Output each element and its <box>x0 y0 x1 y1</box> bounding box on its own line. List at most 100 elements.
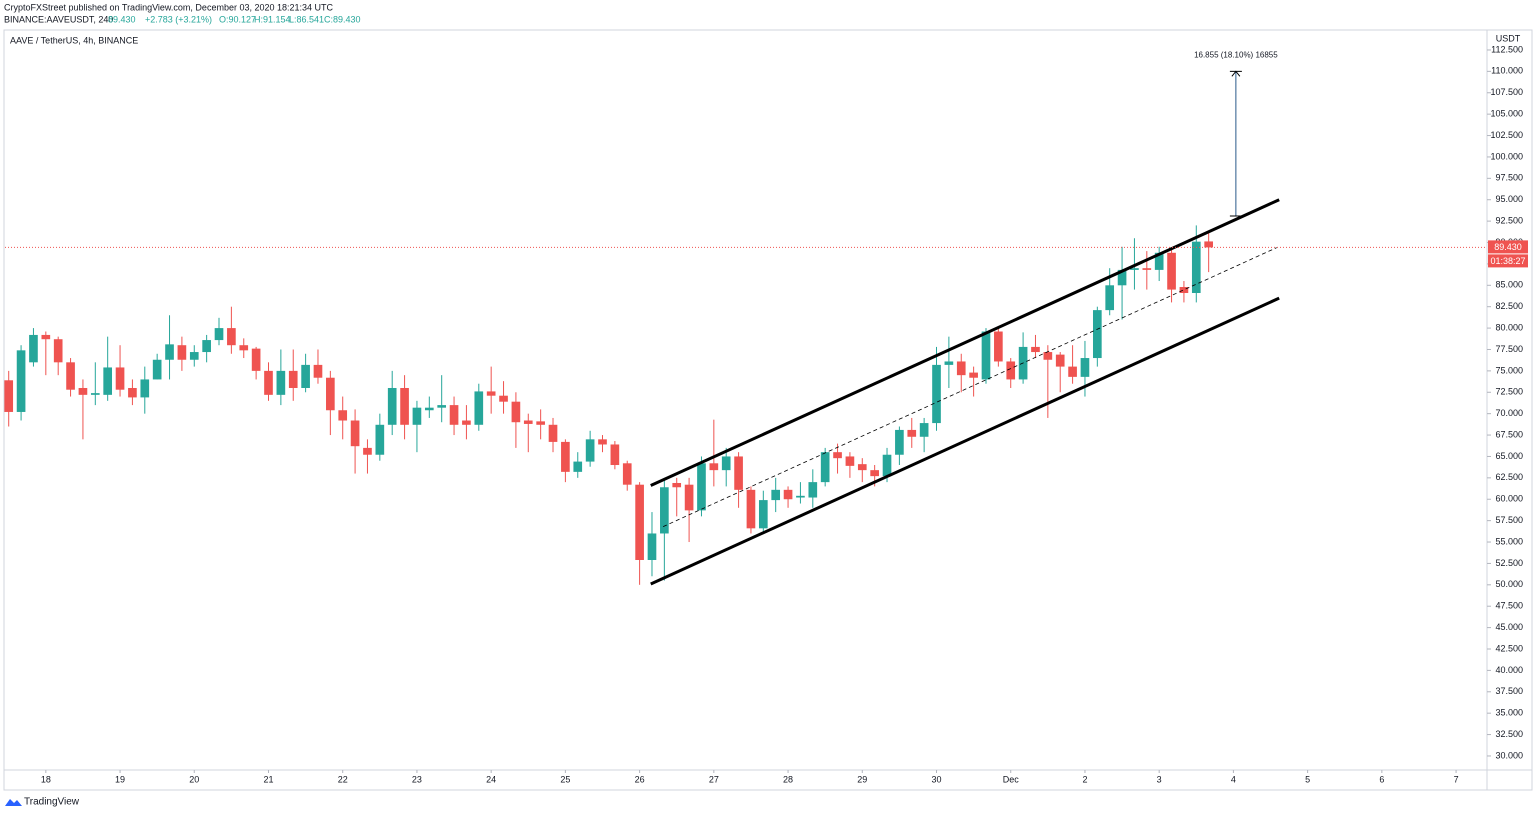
x-tick-label: 3 <box>1157 774 1162 784</box>
candle-body <box>845 456 855 466</box>
candle-body <box>721 456 731 471</box>
candle-body <box>548 424 558 442</box>
x-tick-label: 6 <box>1379 774 1384 784</box>
x-tick-label: 20 <box>189 774 199 784</box>
candle-body <box>1031 346 1040 353</box>
countdown-label: 01:38:27 <box>1490 256 1525 266</box>
candle-body <box>202 340 211 353</box>
x-tick-label: 26 <box>635 774 645 784</box>
candle-body <box>1130 268 1139 270</box>
channel-line <box>650 296 1280 586</box>
candle-body <box>486 391 496 396</box>
candle-body <box>115 367 125 390</box>
y-tick-label: 102.500 <box>1490 130 1523 140</box>
candle-body <box>288 370 298 388</box>
countdown-tag <box>1488 254 1528 268</box>
candle-body <box>907 429 917 437</box>
y-tick-label: 100.000 <box>1490 151 1523 161</box>
candle-body <box>870 470 879 477</box>
candle-body <box>338 410 348 421</box>
candle-body <box>350 420 360 447</box>
candle-body <box>251 348 261 371</box>
candle-body <box>647 533 657 560</box>
x-tick-label: 27 <box>709 774 719 784</box>
y-tick-label: 47.500 <box>1495 601 1523 611</box>
candle-body <box>610 444 620 466</box>
x-tick-label: 5 <box>1305 774 1310 784</box>
candle-body <box>363 447 372 455</box>
y-tick-label: 42.500 <box>1495 643 1523 653</box>
y-tick-label: 52.500 <box>1495 558 1523 568</box>
x-tick-label: 7 <box>1454 774 1459 784</box>
y-tick-label: 62.500 <box>1495 472 1523 482</box>
candle-body <box>1006 361 1016 380</box>
measure-label: 16.855 (18.10%) 16855 <box>1194 50 1278 59</box>
x-tick-label: 2 <box>1082 774 1087 784</box>
candle-body <box>1068 366 1077 377</box>
candle-body <box>1055 354 1065 367</box>
candle-body <box>796 495 805 498</box>
candle-body <box>771 489 781 501</box>
logo <box>5 799 22 806</box>
x-tick-label: 28 <box>783 774 793 784</box>
candle-body <box>994 331 1003 362</box>
candle-body <box>41 334 51 340</box>
candle-body <box>128 387 137 398</box>
y-tick-label: 107.500 <box>1490 87 1523 97</box>
candle-body <box>375 424 385 455</box>
candle-body <box>956 361 966 376</box>
y-tick-label: 75.000 <box>1495 365 1523 375</box>
candle-body <box>981 331 991 380</box>
candle-body <box>697 463 706 511</box>
candle-body <box>103 367 113 395</box>
candle-body <box>1117 269 1127 286</box>
candle-body <box>214 328 224 341</box>
candle-body <box>1179 287 1189 294</box>
brand: TradingView <box>24 797 80 808</box>
candle-body <box>239 345 249 351</box>
y-tick-label: 105.000 <box>1490 109 1523 119</box>
candle-body <box>1092 310 1102 359</box>
y-tick-label: 65.000 <box>1495 451 1523 461</box>
candle-body <box>585 439 595 462</box>
candle-body <box>29 334 38 363</box>
candle-body <box>499 395 508 402</box>
candle-body <box>1080 358 1090 377</box>
x-tick-label: Dec <box>1003 774 1020 784</box>
candle-body <box>709 463 719 471</box>
candle-body <box>511 401 521 423</box>
candle-body <box>276 370 286 395</box>
candle-body <box>919 423 929 437</box>
candle-body <box>264 370 273 395</box>
candle-body <box>1191 241 1201 294</box>
candle-body <box>882 454 892 477</box>
candle-body <box>932 364 941 424</box>
x-tick-label: 23 <box>412 774 422 784</box>
y-tick-label: 110.000 <box>1491 66 1523 76</box>
candle-body <box>449 405 459 425</box>
price-tag-label: 89.430 <box>1494 242 1522 252</box>
candle-body <box>1204 241 1213 248</box>
candle-body <box>189 352 199 360</box>
y-tick-label: 60.000 <box>1495 494 1523 504</box>
x-tick-label: 25 <box>560 774 570 784</box>
candle-body <box>808 482 818 498</box>
x-tick-label: 22 <box>338 774 348 784</box>
y-tick-label: 45.000 <box>1495 622 1523 632</box>
x-tick-label: 30 <box>931 774 941 784</box>
candle-body <box>573 461 583 472</box>
candle-body <box>4 380 14 412</box>
y-tick-label: 95.000 <box>1495 194 1523 204</box>
y-tick-label: 50.000 <box>1495 579 1523 589</box>
candle-body <box>969 372 978 378</box>
candle-body <box>523 420 533 424</box>
measure-arrow <box>1231 70 1241 77</box>
y-tick-label: 30.000 <box>1495 750 1523 760</box>
y-tick-label: 77.500 <box>1495 344 1523 354</box>
x-tick-label: 29 <box>857 774 867 784</box>
candle-body <box>758 500 768 529</box>
channel-line <box>650 198 1280 487</box>
x-tick-label: 21 <box>263 774 273 784</box>
candle-body <box>1043 352 1053 360</box>
